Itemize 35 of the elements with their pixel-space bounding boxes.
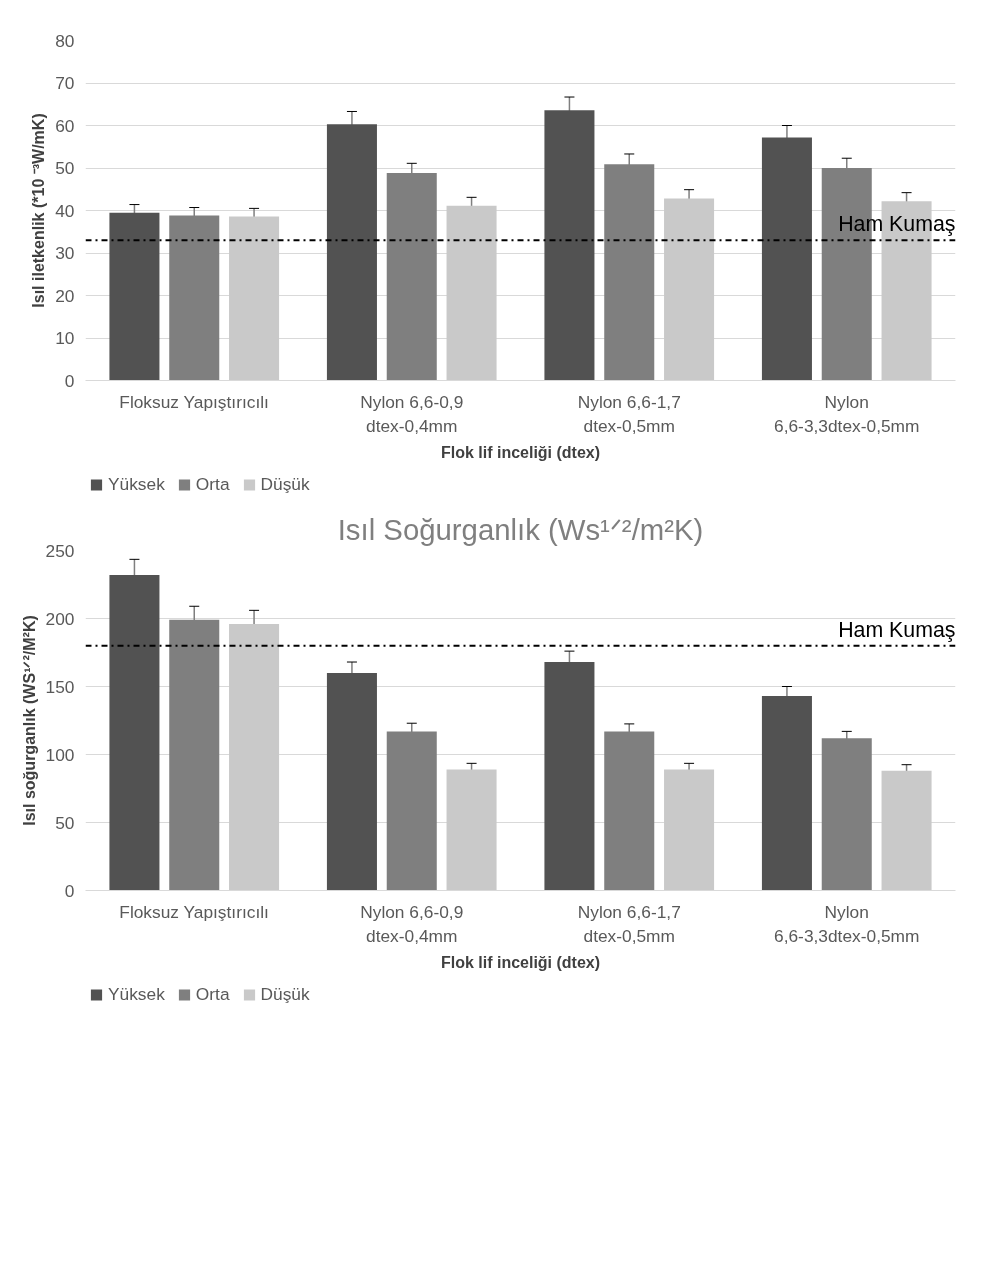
- y-axis-title: Isıl iletkenlik (*10 ⁻³W/mK): [30, 113, 48, 308]
- y-tick-label: 0: [64, 880, 75, 901]
- ref-line-label: Ham Kumaş: [838, 617, 956, 642]
- legend-label: Düşük: [260, 473, 310, 495]
- x-tick-label: Nylon 6,6-0,9 dtex-0,4mm: [360, 901, 464, 946]
- y-tick-label: 60: [55, 115, 75, 136]
- legend-label: Düşük: [260, 983, 310, 1005]
- y-tick-label: 200: [45, 608, 75, 629]
- y-tick-label: 10: [55, 328, 75, 348]
- chart-title: Isıl Soğurganlık (Ws¹ᐟ²/m²K): [337, 512, 704, 546]
- x-axis-title: Flok lif inceliği (dtex): [440, 443, 601, 461]
- y-tick-label: 250: [45, 540, 75, 561]
- y-tick-label: 50: [55, 812, 75, 833]
- y-tick-label: 30: [55, 243, 75, 263]
- y-tick-label: 20: [55, 285, 75, 306]
- x-tick-label: Nylon 6,6-3,3dtex-0,5mm: [774, 901, 920, 946]
- y-axis-title: Isıl soğurganlık (WS¹ᐟ²/M²K): [20, 615, 38, 826]
- y-tick-label: 0: [64, 370, 75, 391]
- x-tick-label: Nylon 6,6-1,7 dtex-0,5mm: [577, 391, 681, 436]
- x-tick-label: Nylon 6,6-3,3dtex-0,5mm: [774, 391, 920, 436]
- y-tick-label: 150: [45, 676, 75, 697]
- y-tick-label: 50: [55, 158, 75, 178]
- x-tick-label: Nylon 6,6-0,9 dtex-0,4mm: [360, 391, 464, 436]
- x-tick-label: Floksuz Yapıştırıcılı: [119, 901, 269, 922]
- y-tick-label: 100: [45, 744, 75, 765]
- legend-label: Orta: [195, 983, 230, 1005]
- x-tick-label: Floksuz Yapıştırıcılı: [119, 391, 269, 412]
- legend-label: Orta: [195, 473, 230, 495]
- legend-label: Yüksek: [108, 983, 165, 1005]
- y-tick-label: 80: [55, 30, 75, 51]
- x-tick-label: Nylon 6,6-1,7 dtex-0,5mm: [577, 901, 681, 946]
- x-axis-title: Flok lif inceliği (dtex): [440, 953, 601, 971]
- y-tick-label: 40: [55, 200, 75, 221]
- legend-label: Yüksek: [108, 473, 165, 495]
- y-tick-label: 70: [55, 73, 75, 93]
